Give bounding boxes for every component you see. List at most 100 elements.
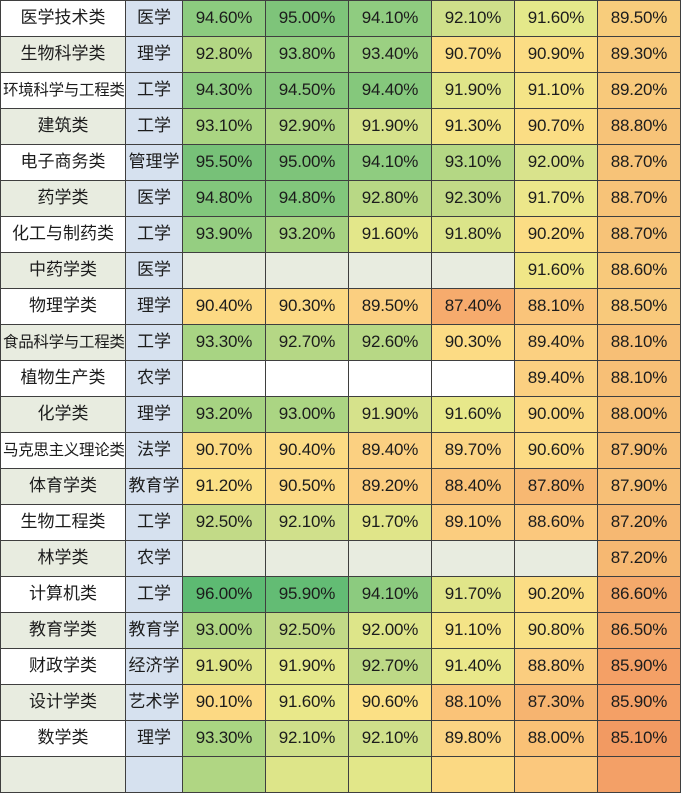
rate-cell: 95.90% [265,576,349,613]
rate-cell: 85.90% [597,648,681,685]
rate-cell: 89.80% [431,720,515,757]
major-name-cell [0,756,126,793]
rate-cell: 90.90% [514,36,598,73]
rate-cell: 94.30% [182,72,266,109]
rate-cell: 90.60% [514,432,598,469]
rate-cell: 88.70% [597,216,681,253]
rate-cell [514,756,598,793]
rate-cell: 87.90% [597,468,681,505]
rate-cell: 86.60% [597,576,681,613]
rate-cell: 92.10% [265,504,349,541]
rate-cell [431,360,515,397]
rate-cell: 90.20% [514,576,598,613]
rate-cell: 92.70% [348,648,432,685]
rate-cell: 89.50% [597,0,681,37]
major-name-cell: 植物生产类 [0,360,126,397]
major-name-cell: 生物工程类 [0,504,126,541]
major-name-cell: 生物科学类 [0,36,126,73]
rate-cell: 89.40% [514,360,598,397]
table-row: 电子商务类 管理学 95.50% 95.00% 94.10% 93.10% 92.00% 88… [0,144,681,181]
table-row: 林学类 农学 87.20% [0,540,681,577]
discipline-cell [125,756,183,793]
rate-cell: 88.10% [514,288,598,325]
rate-cell: 91.60% [514,0,598,37]
rate-cell: 89.30% [597,36,681,73]
rate-cell: 93.30% [182,720,266,757]
table-row: 数学类 理学 93.30% 92.10% 92.10% 89.80% 88.00% 85.10… [0,720,681,757]
discipline-cell: 理学 [125,36,183,73]
table-body: 医学技术类 医学 94.60% 95.00% 94.10% 92.10% 91.60% 89.… [0,0,681,793]
table-row: 生物科学类 理学 92.80% 93.80% 93.40% 90.70% 90.90% 89.… [0,36,681,73]
rate-cell: 88.80% [597,108,681,145]
major-name-cell: 教育学类 [0,612,126,649]
table-row: 马克思主义理论类 法学 90.70% 90.40% 89.40% 89.70% 90.60%… [0,432,681,469]
rate-cell: 90.80% [514,612,598,649]
table-row: 中药学类 医学 91.60% 88.60% [0,252,681,289]
rate-cell: 92.70% [265,324,349,361]
rate-cell: 91.90% [431,72,515,109]
rate-cell: 94.10% [348,576,432,613]
rate-cell: 90.50% [265,468,349,505]
discipline-cell: 工学 [125,324,183,361]
rate-cell: 87.80% [514,468,598,505]
rate-cell: 91.70% [348,504,432,541]
rate-cell [182,360,266,397]
rate-cell: 89.10% [431,504,515,541]
rate-cell: 90.60% [348,684,432,721]
rate-cell: 90.00% [514,396,598,433]
rate-cell: 93.90% [182,216,266,253]
rate-cell: 91.80% [431,216,515,253]
rate-cell [182,252,266,289]
discipline-cell: 教育学 [125,612,183,649]
rate-cell [348,540,432,577]
rate-cell: 89.20% [597,72,681,109]
rate-cell [431,756,515,793]
table-row [0,756,681,793]
rate-cell: 94.60% [182,0,266,37]
rate-cell: 90.40% [182,288,266,325]
discipline-cell: 法学 [125,432,183,469]
discipline-cell: 农学 [125,360,183,397]
rate-cell: 94.50% [265,72,349,109]
rate-cell [182,540,266,577]
rate-cell: 87.20% [597,540,681,577]
rate-cell: 89.50% [348,288,432,325]
discipline-cell: 农学 [125,540,183,577]
rate-cell: 88.70% [597,180,681,217]
rate-cell: 90.70% [182,432,266,469]
rate-cell: 91.90% [348,108,432,145]
discipline-cell: 工学 [125,72,183,109]
rate-cell [348,360,432,397]
table-row: 化工与制药类 工学 93.90% 93.20% 91.60% 91.80% 90.20% 88… [0,216,681,253]
discipline-cell: 艺术学 [125,684,183,721]
table-row: 建筑类 工学 93.10% 92.90% 91.90% 91.30% 90.70% 88.80… [0,108,681,145]
major-name-cell: 财政学类 [0,648,126,685]
rate-cell: 87.20% [597,504,681,541]
table-row: 药学类 医学 94.80% 94.80% 92.80% 92.30% 91.70% 88.70… [0,180,681,217]
rate-cell: 92.80% [182,36,266,73]
rate-cell: 88.60% [597,252,681,289]
rate-cell: 88.10% [431,684,515,721]
discipline-cell: 理学 [125,288,183,325]
discipline-cell: 医学 [125,0,183,37]
rate-cell: 89.20% [348,468,432,505]
rate-cell: 91.60% [431,396,515,433]
rate-cell: 93.10% [182,108,266,145]
rate-cell: 94.10% [348,144,432,181]
rate-cell: 87.90% [597,432,681,469]
rate-cell: 93.00% [265,396,349,433]
table-row: 财政学类 经济学 91.90% 91.90% 92.70% 91.40% 88.80% 85.… [0,648,681,685]
major-name-cell: 林学类 [0,540,126,577]
rate-cell: 92.10% [265,720,349,757]
rate-cell [348,252,432,289]
rate-cell: 86.50% [597,612,681,649]
rate-cell [514,540,598,577]
rate-cell: 92.10% [431,0,515,37]
rate-cell: 90.20% [514,216,598,253]
rate-cell: 93.40% [348,36,432,73]
table-row: 化学类 理学 93.20% 93.00% 91.90% 91.60% 90.00% 88.00… [0,396,681,433]
major-name-cell: 物理学类 [0,288,126,325]
table-row: 设计学类 艺术学 90.10% 91.60% 90.60% 88.10% 87.30% 85.… [0,684,681,721]
rate-cell: 91.10% [431,612,515,649]
